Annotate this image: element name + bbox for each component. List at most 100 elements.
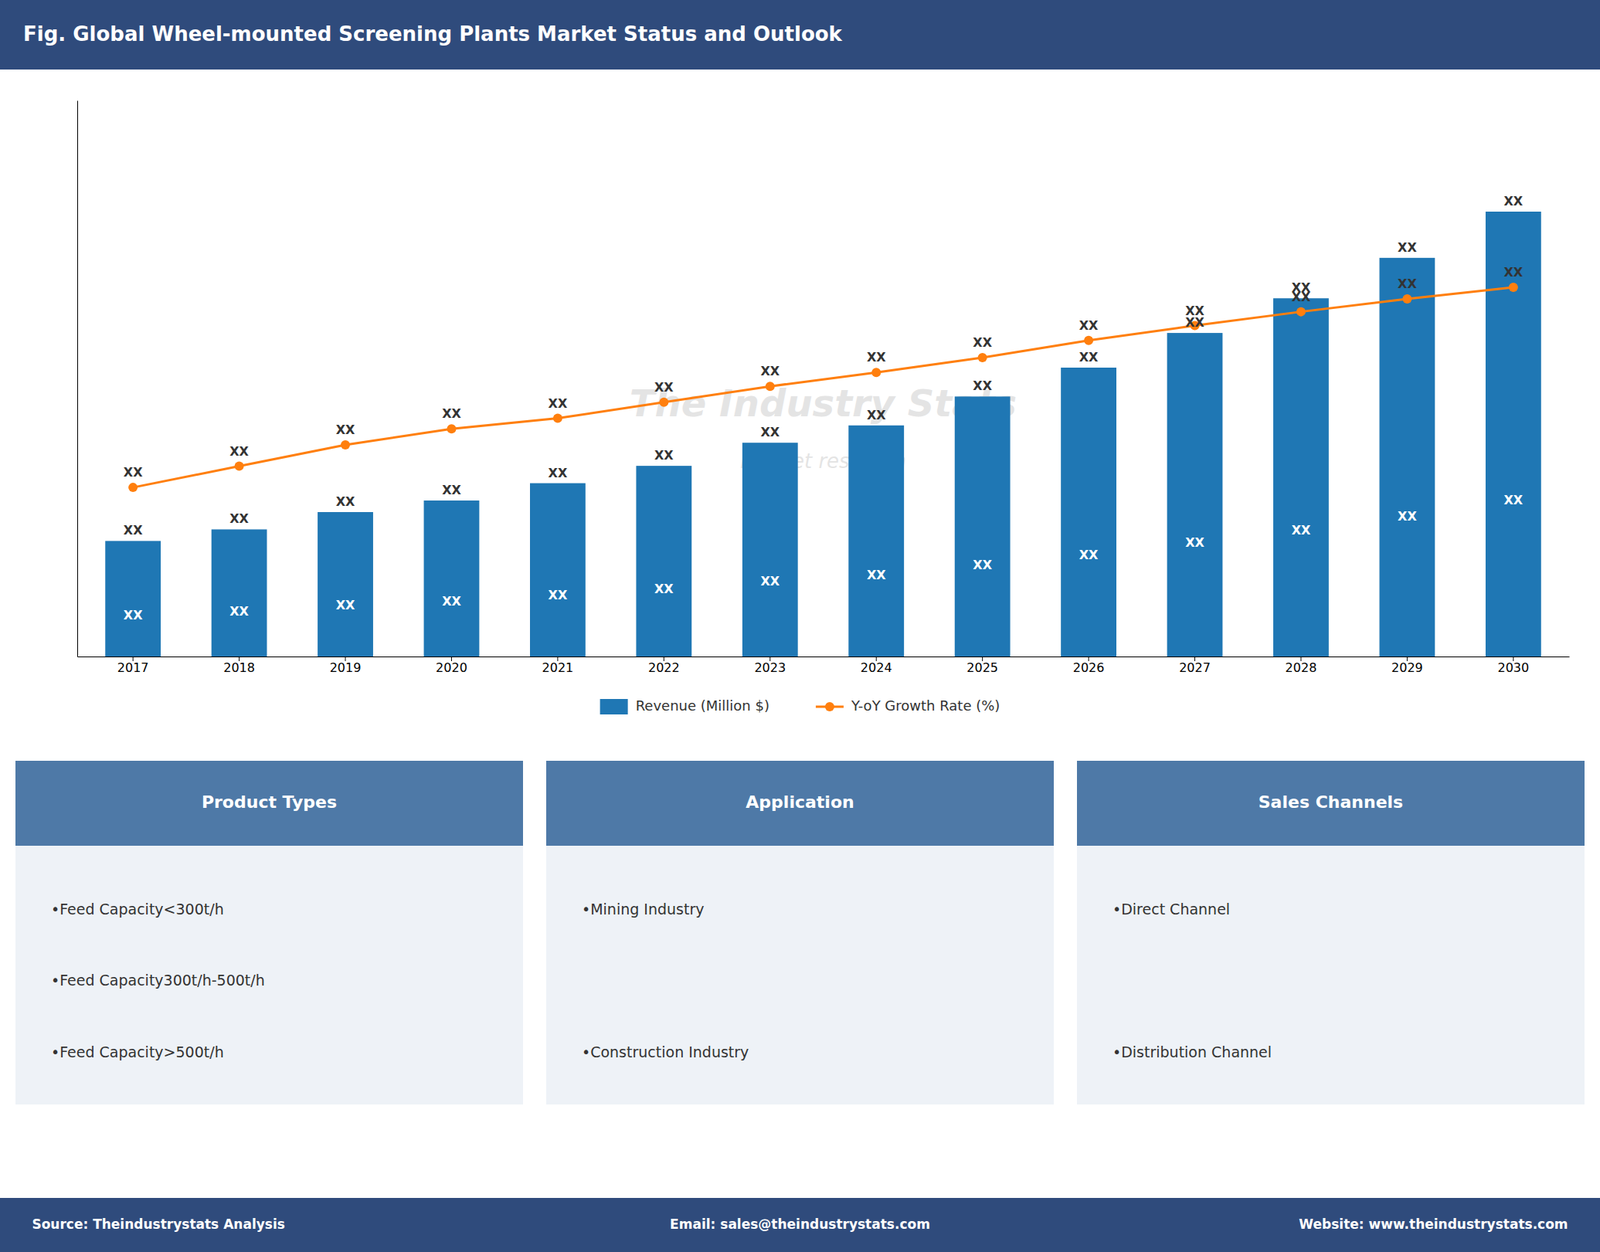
line-marker bbox=[1083, 336, 1094, 346]
x-tick: 2028 bbox=[1285, 656, 1318, 676]
footer-bar bbox=[0, 1198, 1600, 1252]
legend-item: Revenue (Million $) bbox=[600, 697, 770, 715]
marks bbox=[105, 211, 1542, 657]
line-marker bbox=[340, 440, 350, 450]
bar-top-label: XX bbox=[441, 482, 462, 498]
legend-marker bbox=[825, 702, 835, 712]
bar-inner-label: XX bbox=[866, 567, 887, 583]
x-tick-label: 2017 bbox=[117, 660, 150, 676]
line-marker bbox=[659, 397, 669, 408]
title-bar bbox=[0, 0, 1600, 70]
panel-item: •Distribution Channel bbox=[1112, 1043, 1272, 1061]
panel-header bbox=[546, 760, 1054, 846]
line-label: XX bbox=[1079, 318, 1099, 333]
x-tick-label: 2025 bbox=[966, 660, 999, 676]
line-marker bbox=[1296, 307, 1306, 317]
x-tick: 2029 bbox=[1391, 656, 1424, 676]
legend-label: Y-oY Growth Rate (%) bbox=[850, 697, 1000, 714]
bar bbox=[211, 529, 268, 657]
data-labels: XX XX XX XX XX XX XX XX XX XX XX XX XX XX XX XX XX XX XX XX… bbox=[123, 193, 1524, 623]
x-axis-line bbox=[78, 656, 1570, 658]
x-tick-label: 2030 bbox=[1497, 660, 1529, 676]
x-tick: 2030 bbox=[1497, 656, 1529, 676]
panel-header bbox=[1076, 760, 1585, 846]
x-tick: 2024 bbox=[860, 656, 893, 676]
legend: Revenue (Million $) Y-oY Growth Rate (%) bbox=[600, 697, 1001, 715]
bar bbox=[105, 540, 161, 657]
line-marker bbox=[128, 482, 138, 493]
x-tick-label: 2020 bbox=[435, 660, 468, 676]
page: Fig. Global Wheel-mounted Screening Plan… bbox=[0, 0, 1600, 1252]
info-panel: Product Types•Feed Capacity<300t/h•Feed … bbox=[15, 760, 524, 1105]
x-tick: 2022 bbox=[648, 656, 680, 676]
x-tick-label: 2021 bbox=[542, 660, 575, 676]
panel-item: •Feed Capacity<300t/h bbox=[50, 900, 225, 918]
bar bbox=[954, 396, 1011, 657]
footer-text: Source: Theindustrystats Analysis bbox=[31, 1216, 285, 1233]
x-tick: 2021 bbox=[542, 656, 575, 676]
bar-inner-label: XX bbox=[760, 574, 780, 589]
y-axis-line bbox=[77, 101, 79, 658]
line-label: XX bbox=[866, 349, 887, 365]
info-panel: Sales Channels•Direct Channel•Distributi… bbox=[1076, 760, 1585, 1105]
line-label: XX bbox=[760, 363, 780, 379]
bar-top-label: XX bbox=[1504, 193, 1524, 209]
line-label: XX bbox=[1397, 276, 1417, 292]
bar-inner-label: XX bbox=[441, 594, 462, 609]
bar-inner-label: XX bbox=[1397, 509, 1417, 524]
bar bbox=[317, 512, 374, 657]
line-marker bbox=[1508, 282, 1519, 293]
bar-inner-label: XX bbox=[1079, 547, 1099, 563]
x-tick-label: 2019 bbox=[329, 660, 362, 676]
x-tick-label: 2024 bbox=[860, 660, 893, 676]
bar bbox=[1060, 367, 1117, 657]
line-label: XX bbox=[336, 422, 356, 438]
line bbox=[132, 287, 1514, 488]
line-label: XX bbox=[1504, 264, 1524, 280]
line-label: XX bbox=[1185, 303, 1205, 319]
line-marker bbox=[871, 367, 881, 378]
line-marker bbox=[765, 381, 775, 391]
bar-inner-label: XX bbox=[1291, 523, 1312, 538]
bar-top-label: XX bbox=[1079, 349, 1099, 365]
bar-inner-label: XX bbox=[229, 604, 249, 619]
panel-item: •Feed Capacity>500t/h bbox=[50, 1043, 225, 1061]
bar bbox=[1485, 211, 1542, 657]
line-marker bbox=[446, 424, 456, 434]
bar bbox=[424, 500, 480, 657]
bar-inner-label: XX bbox=[972, 557, 992, 573]
x-axis: 2017 2018 2019 2020 2021 2022 2023 2024 2025 2026… bbox=[78, 656, 1570, 676]
bar-inner-label: XX bbox=[1185, 535, 1205, 551]
bar-inner-label: XX bbox=[654, 581, 674, 597]
bar-inner-label: XX bbox=[1504, 492, 1524, 508]
title: Fig. Global Wheel-mounted Screening Plan… bbox=[23, 22, 843, 46]
x-tick: 2018 bbox=[223, 656, 255, 676]
footer-text: Website: www.theindustrystats.com bbox=[1298, 1216, 1568, 1233]
panel-item: •Feed Capacity300t/h-500t/h bbox=[50, 971, 265, 989]
bar bbox=[1379, 258, 1436, 657]
bar bbox=[529, 483, 586, 657]
x-tick: 2023 bbox=[754, 656, 786, 676]
bar-top-label: XX bbox=[654, 448, 674, 463]
panel-body bbox=[546, 845, 1054, 1105]
x-tick: 2019 bbox=[329, 656, 362, 676]
footer-text: Email: sales@theindustrystats.com bbox=[669, 1216, 931, 1233]
panel-item: •Construction Industry bbox=[581, 1043, 749, 1061]
bar-top-label: XX bbox=[972, 378, 992, 394]
bar bbox=[1167, 332, 1223, 657]
bar-top-label: XX bbox=[1397, 240, 1417, 255]
x-tick-label: 2026 bbox=[1073, 660, 1105, 676]
y-axis bbox=[77, 101, 79, 658]
panel-header bbox=[15, 760, 524, 846]
bar-top-label: XX bbox=[760, 424, 780, 440]
bar bbox=[1273, 298, 1329, 657]
legend-item: Y-oY Growth Rate (%) bbox=[815, 697, 1000, 714]
line-label: XX bbox=[654, 380, 674, 395]
bar bbox=[848, 425, 904, 657]
bar bbox=[742, 442, 799, 657]
bar bbox=[635, 465, 692, 657]
bar-top-label: XX bbox=[866, 407, 887, 423]
panel-item: •Mining Industry bbox=[581, 900, 705, 918]
x-tick: 2025 bbox=[966, 656, 999, 676]
x-tick: 2017 bbox=[117, 656, 150, 676]
